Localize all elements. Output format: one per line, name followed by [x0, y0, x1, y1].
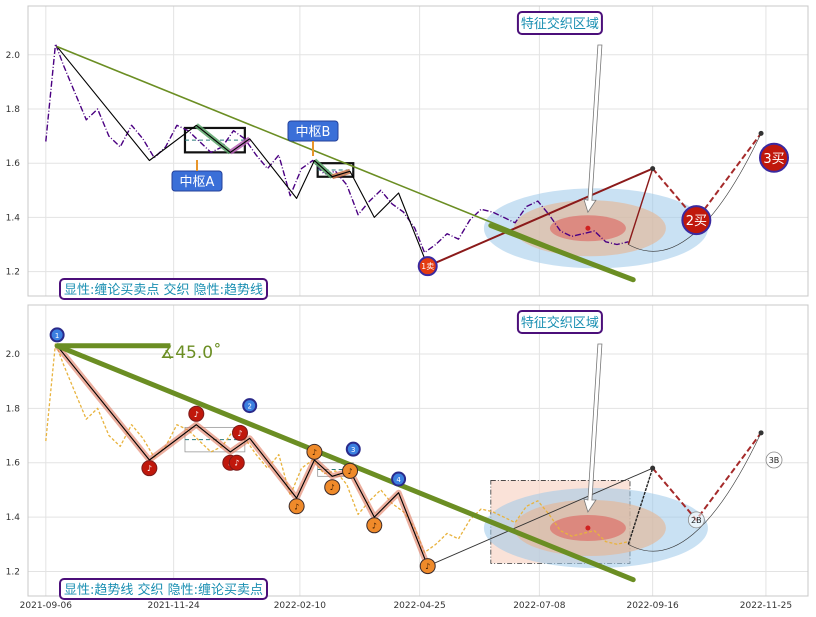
- feature-zone-center: [585, 225, 591, 231]
- orange-note-marker: [342, 462, 359, 479]
- numbered-point-label: 4: [396, 476, 401, 484]
- feature-zone-tag: [516, 11, 603, 35]
- future-node: [650, 465, 656, 471]
- numbered-point-label: 2: [247, 403, 251, 411]
- x-tick-label: 2022-09-16: [626, 601, 679, 611]
- y-tick-label: 2.0: [6, 51, 21, 61]
- red-note-marker: [228, 454, 245, 471]
- buy-sell-label: 3买: [763, 152, 784, 167]
- caption-box: [59, 578, 268, 600]
- feature-zone-tag: [516, 310, 603, 334]
- buy-point-label: 2B: [691, 516, 702, 525]
- bi-stroke-line: [56, 46, 429, 267]
- numbered-point: [242, 398, 258, 414]
- y-tick-label: 1.4: [6, 513, 21, 523]
- future-node: [650, 166, 656, 172]
- plot-background: [28, 6, 808, 296]
- buy-sell-marker: [681, 205, 712, 236]
- x-tick-label: 2022-02-10: [274, 601, 327, 611]
- buy-sell-marker: [417, 256, 438, 277]
- y-tick-label: 1.8: [6, 105, 21, 115]
- plot-frame: [27, 5, 809, 297]
- red-note-marker: [141, 460, 158, 477]
- y-tick-label: 1.6: [6, 459, 21, 469]
- caption-text: 显性:缠论买卖点 交织 隐性:趋势线: [64, 282, 263, 298]
- feature-zone-center: [585, 525, 591, 531]
- orange-note-marker: [306, 443, 323, 460]
- numbered-point: [49, 327, 65, 343]
- future-stroke: [627, 467, 654, 545]
- trend-line-thick: [488, 223, 636, 283]
- orange-note-glyph: ♪: [330, 483, 335, 492]
- trend-line: [54, 343, 636, 583]
- y-tick-label: 1.6: [6, 159, 21, 169]
- orange-note-marker: [366, 517, 383, 534]
- y-tick-label: 1.8: [6, 404, 21, 414]
- feature-zone-arrow: [583, 343, 603, 513]
- orange-note-glyph: ♪: [294, 502, 299, 511]
- orange-note-marker: [324, 479, 341, 496]
- buy-sell-label: 2买: [686, 214, 707, 229]
- red-note-marker: [231, 424, 248, 441]
- caption-box: [59, 278, 268, 300]
- red-note-glyph: ♪: [234, 459, 239, 468]
- price-series-line: [45, 43, 629, 254]
- x-tick-label: 2021-11-24: [147, 601, 200, 611]
- future-node: [758, 430, 764, 436]
- price-series-line: [45, 342, 629, 554]
- orange-note-glyph: ♪: [372, 521, 377, 530]
- red-note-glyph: ♪: [147, 464, 152, 473]
- numbered-point-label: 3: [351, 446, 355, 454]
- future-node: [758, 130, 764, 136]
- red-note-glyph: ♪: [237, 429, 242, 438]
- red-note-glyph: ♪: [194, 410, 199, 419]
- numbered-point-label: 1: [55, 332, 59, 340]
- x-tick-label: 2022-07-08: [513, 601, 566, 611]
- zhongshu-label: 中枢B: [296, 125, 331, 140]
- feature-zone-label: 特征交织区域: [521, 16, 599, 32]
- zhongshu-label: 中枢A: [180, 175, 215, 190]
- y-tick-label: 1.4: [6, 213, 21, 223]
- bi-stroke-line: [56, 345, 429, 567]
- y-tick-label: 2.0: [6, 350, 21, 360]
- buy-sell-label: 1卖: [421, 262, 434, 271]
- chart-panel-bottom: 1.2 1.4 1.6 1.8 2.0 2021-09-06 2021-11-24 2022-…: [6, 304, 809, 611]
- y-tick-label: 1.2: [6, 568, 20, 578]
- buy-point-outline: [765, 451, 783, 469]
- orange-note-glyph: ♪: [347, 467, 352, 476]
- future-stroke: [627, 168, 654, 245]
- angle-label: ∡45.0˚: [160, 342, 222, 363]
- orange-note-glyph: ♪: [312, 448, 317, 457]
- y-tick-label: 1.2: [6, 268, 20, 278]
- feature-zone-arrow: [583, 44, 603, 214]
- buy-sell-marker: [759, 142, 790, 173]
- x-tick-label: 2022-11-25: [740, 601, 792, 611]
- red-note-marker: [188, 405, 205, 422]
- numbered-point: [391, 471, 407, 487]
- future-stroke: [427, 467, 653, 567]
- buy-point-label: 3B: [769, 456, 780, 465]
- plot-frame: [27, 304, 809, 597]
- orange-note-marker: [288, 498, 305, 515]
- numbered-point: [345, 441, 361, 457]
- feature-zone-label: 特征交织区域: [521, 315, 599, 331]
- caption-text: 显性:趋势线 交织 隐性:缠论买卖点: [64, 582, 263, 598]
- x-tick-label: 2021-09-06: [20, 601, 73, 611]
- orange-note-marker: [419, 558, 436, 575]
- future-stroke: [427, 167, 654, 268]
- buy-point-outline: [687, 511, 705, 529]
- future-arc: [628, 432, 762, 552]
- orange-note-glyph: ♪: [425, 562, 430, 571]
- x-tick-label: 2022-04-25: [393, 601, 445, 611]
